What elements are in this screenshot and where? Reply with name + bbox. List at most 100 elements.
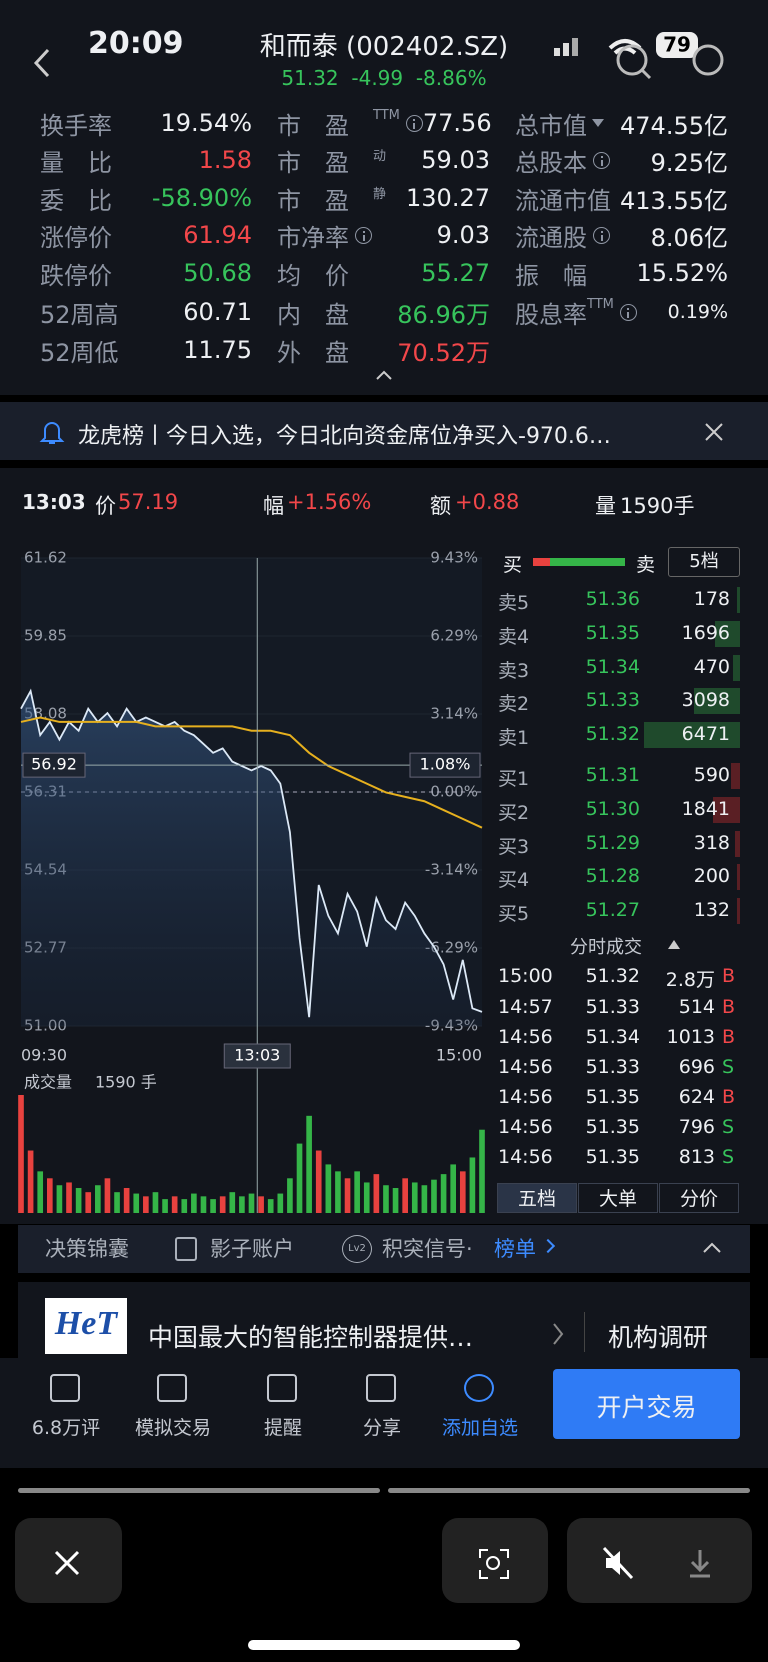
- stat-value: 77.56: [422, 109, 492, 137]
- tab[interactable]: 五档: [497, 1183, 577, 1213]
- ob-label: 买1: [498, 768, 530, 790]
- ad-tag[interactable]: 机构调研: [608, 1323, 709, 1352]
- media-buttons[interactable]: [567, 1518, 752, 1603]
- notice-bar[interactable]: [0, 402, 768, 460]
- trade-price: 51.35: [585, 1086, 640, 1108]
- stat-label: 跌停价: [40, 256, 112, 291]
- volume-bar: [210, 1199, 216, 1213]
- trade-price: 51.32: [585, 965, 640, 987]
- y-pct-label: 9.43%: [430, 549, 478, 567]
- stat-label: 振幅: [515, 256, 611, 291]
- change-pct: -8.86%: [415, 66, 487, 90]
- stat-cell: 振幅 15.52%: [515, 256, 728, 290]
- volume-bar: [296, 1143, 303, 1213]
- stat-label-text: 内盘: [277, 300, 373, 329]
- depth-bar: [737, 898, 740, 924]
- tab[interactable]: 分价: [659, 1183, 739, 1213]
- stat-label: 股息率 TTM: [515, 295, 637, 330]
- stat-label-text: 跌停价: [40, 261, 112, 290]
- stat-label-text: 均价: [277, 261, 373, 290]
- depth-button[interactable]: 5档: [668, 547, 740, 577]
- trade-side: S: [722, 1116, 735, 1138]
- back-button[interactable]: [30, 46, 54, 80]
- scan-button[interactable]: [442, 1518, 548, 1603]
- volume-bar: [66, 1182, 72, 1213]
- ob-volume: 178: [693, 588, 730, 610]
- cta-button[interactable]: [553, 1369, 740, 1439]
- x-tick-label: 09:30: [21, 1046, 67, 1065]
- ob-label: 买2: [498, 802, 530, 824]
- cta-label[interactable]: 开户交易: [596, 1393, 697, 1422]
- crosshair-y-label: 56.92: [31, 755, 77, 774]
- tab[interactable]: 大单: [578, 1183, 658, 1213]
- volume-bar: [450, 1164, 457, 1213]
- y-pct-label: -6.29%: [425, 939, 478, 957]
- volume-bar: [431, 1179, 437, 1213]
- volume-bar: [248, 1193, 255, 1213]
- tool-item[interactable]: 决策锦囊: [45, 1237, 129, 1261]
- ad-text[interactable]: 中国最大的智能控制器提供…: [148, 1323, 474, 1352]
- stat-cell: 涨停价 61.94: [40, 218, 252, 252]
- crosshair-pct-label: 1.08%: [420, 755, 471, 774]
- trade-side: B: [722, 996, 736, 1018]
- stat-value: 86.96万: [397, 300, 490, 329]
- ad-bar[interactable]: [18, 1282, 750, 1358]
- quote-panel: [0, 0, 768, 395]
- nav-label[interactable]: 提醒: [263, 1417, 302, 1439]
- volume-bar: [191, 1193, 197, 1213]
- stat-label-text: 市盈: [277, 111, 373, 140]
- nav-label[interactable]: 分享: [362, 1417, 401, 1439]
- stat-value: 60.71: [183, 298, 252, 326]
- volume-bar: [229, 1192, 236, 1213]
- tool-item[interactable]: 影子账户: [210, 1237, 294, 1261]
- notice-text[interactable]: 龙虎榜丨今日入选，今日北向资金席位净买入-970.6…: [78, 424, 611, 449]
- status-icons: 79: [554, 32, 724, 80]
- trade-volume: 1013: [666, 1026, 715, 1048]
- volume-bar: [219, 1196, 226, 1213]
- nav-label[interactable]: 模拟交易: [134, 1417, 211, 1439]
- depth-bar: [714, 621, 740, 647]
- ob-volume: 6471: [681, 723, 730, 745]
- crosshair-pct-box: [409, 752, 481, 778]
- volume-bar: [46, 1178, 53, 1213]
- volume-bar: [354, 1171, 360, 1213]
- trade-time: 14:56: [498, 1026, 553, 1048]
- trade-side: S: [722, 1146, 735, 1168]
- ratio-sell: [549, 558, 625, 566]
- nav-label[interactable]: 添加自选: [441, 1417, 518, 1439]
- tool-bar: [18, 1225, 750, 1273]
- volume-bar: [171, 1196, 178, 1213]
- nav-label[interactable]: 6.8万评: [31, 1417, 101, 1439]
- expand-caret[interactable]: [700, 1236, 724, 1260]
- ob-volume: 132: [693, 899, 730, 921]
- volume-text: 1590 手: [95, 1073, 157, 1092]
- volume-bar: [95, 1185, 101, 1213]
- info-icon: [593, 226, 610, 244]
- stat-label: 52周低: [40, 333, 119, 368]
- stat-label: 市盈动: [277, 143, 386, 178]
- volume-bar: [267, 1199, 274, 1213]
- stat-cell: 52周高 60.71: [40, 295, 252, 329]
- stat-label: 市净率: [277, 218, 372, 253]
- info-icon: [619, 303, 637, 321]
- stat-label: 总市值: [515, 106, 604, 141]
- stat-label-sup: 静: [373, 186, 387, 202]
- volume-label: 成交量: [24, 1073, 72, 1092]
- battery-level: 79: [663, 33, 691, 57]
- close-notice[interactable]: [702, 420, 726, 444]
- dropdown-icon: [592, 119, 604, 127]
- volume-bar: [37, 1171, 44, 1213]
- tool-link[interactable]: 榜单: [494, 1237, 536, 1261]
- ob-label: 卖4: [498, 626, 530, 648]
- ob-price: 51.30: [585, 798, 640, 820]
- stat-label-text: 总市值: [515, 111, 587, 140]
- nav-icon: [366, 1374, 396, 1402]
- tool-item[interactable]: 积突信号·: [382, 1237, 473, 1261]
- collapse-caret[interactable]: [374, 368, 394, 382]
- stat-value: -58.90%: [151, 184, 252, 212]
- quote-label: 量: [595, 494, 616, 518]
- info-icon: [405, 114, 423, 132]
- tools-icons: [18, 1300, 48, 1330]
- y-tick-label: 59.85: [24, 627, 67, 645]
- trade-volume: 624: [678, 1086, 715, 1108]
